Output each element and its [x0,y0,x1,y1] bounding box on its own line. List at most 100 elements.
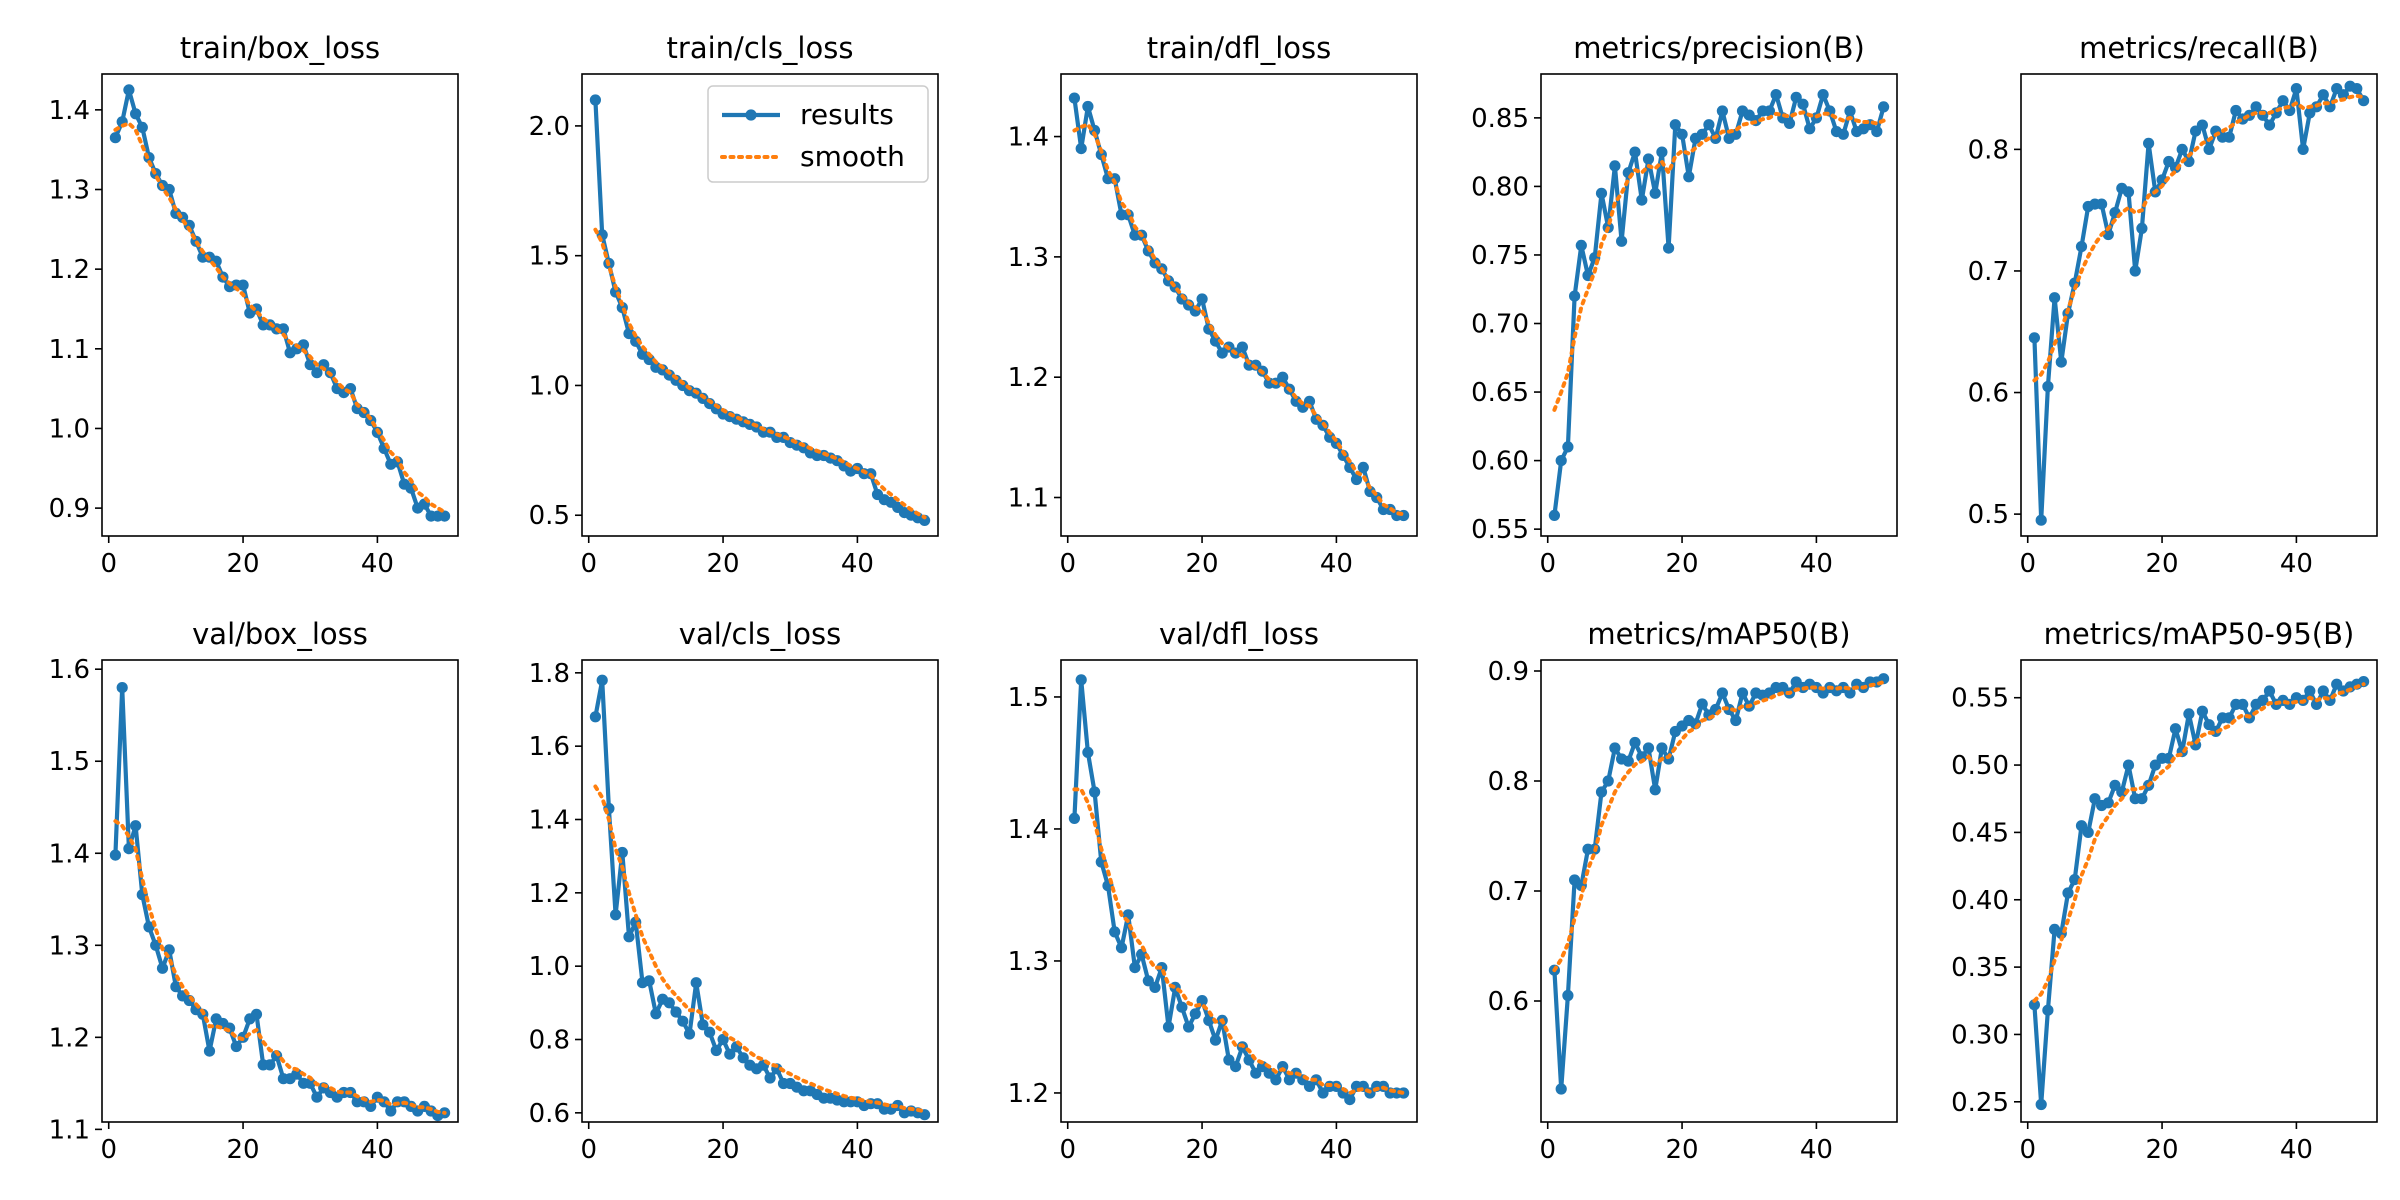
subplot-title: val/box_loss [192,617,368,651]
results-point [623,328,635,340]
results-point [1602,775,1614,787]
x-tick-label: 20 [2146,1135,2179,1165]
y-tick-label: 0.30 [1951,1020,2009,1050]
x-tick-label: 40 [361,549,394,579]
smooth-line [1552,680,1886,973]
results-point [2136,793,2148,805]
results-point [2317,685,2329,697]
smooth-line [113,819,447,1115]
y-tick-label: 0.75 [1471,241,1529,271]
y-tick-label: 1.6 [49,655,90,685]
results-point [1129,962,1141,974]
results-point [1209,1034,1222,1046]
results-point [123,84,135,96]
results-point [237,279,249,291]
results-point [1622,755,1634,767]
results-point [697,1019,709,1031]
y-tick-label: 1.8 [529,659,570,689]
results-point [2196,705,2208,717]
y-tick-label: 0.80 [1471,172,1529,202]
subplot-title: train/cls_loss [667,31,854,65]
results-point [2263,685,2276,697]
y-tick-label: 0.8 [529,1026,570,1056]
x-tick-label: 0 [1059,1135,1076,1165]
results-point [1770,89,1782,101]
results-point [1075,143,1087,155]
subplot-3: train/dfl_loss 0 20 40 1.1 1.2 1.3 1.4 [1008,31,1418,579]
results-point [1871,126,1883,138]
results-point [1350,473,1363,486]
axes-frame [1540,659,1898,1123]
y-tick-label: 1.3 [1008,947,1049,977]
x-tick-label: 0 [2019,549,2036,579]
results-point [1878,101,1890,113]
axes-frame [2020,659,2378,1123]
y-tick-label: 1.3 [49,931,90,961]
subplot-title: metrics/mAP50(B) [1587,617,1850,651]
results-point [1783,117,1796,129]
results-point [589,94,602,106]
subplot-title: val/dfl_loss [1159,617,1319,651]
results-point [2358,676,2370,688]
y-tick-label: 0.7 [1968,257,2009,287]
results-point [1629,146,1641,158]
y-tick-label: 0.45 [1951,818,2009,848]
results-point [1837,128,1849,140]
results-point [1716,687,1728,699]
plot-area [109,682,451,1122]
subplot-title: metrics/mAP50-95(B) [2044,617,2355,651]
y-tick-label: 1.5 [49,747,90,777]
results-point [2277,95,2289,107]
x-tick-label: 0 [1059,549,1076,579]
results-point [1569,290,1581,302]
axes-frame [581,659,939,1123]
results-point [1595,187,1608,199]
x-tick-label: 40 [1320,1135,1353,1165]
x-tick-label: 20 [707,1135,740,1165]
results-point [1203,1014,1215,1026]
results-point [1068,812,1080,825]
results-point [1642,742,1655,754]
results-point [250,1008,263,1020]
results-point [1656,742,1668,754]
results-point [1162,1021,1175,1033]
results-point [2143,137,2155,149]
results-point [2122,186,2135,198]
results-point [311,367,323,379]
x-tick-label: 40 [2280,549,2313,579]
results-point [1730,714,1742,727]
x-tick-label: 40 [1320,549,1353,579]
results-point [304,1077,316,1089]
results-point [2290,83,2302,95]
subplot-5: metrics/recall(B) 0 20 40 0.5 0.6 0.7 0.8 [1968,31,2378,579]
results-point [156,962,169,974]
results-point [2156,174,2168,186]
results-point [704,1026,716,1038]
y-tick-label: 0.55 [1471,515,1529,545]
x-tick-label: 40 [2280,1135,2313,1165]
axes-frame [1060,659,1418,1123]
results-point [1703,119,1715,131]
axes-frame [581,73,939,537]
results-point [610,909,622,921]
y-tick-label: 0.9 [1488,657,1529,687]
results-point [1209,335,1222,347]
y-tick-label: 0.60 [1471,447,1529,477]
x-tick-label: 20 [1666,549,1699,579]
results-point [304,359,316,371]
x-tick-label: 0 [580,549,597,579]
y-tick-label: 0.35 [1951,953,2009,983]
y-tick-label: 0.55 [1951,684,2009,714]
axes-frame [1060,73,1418,537]
results-point [596,674,608,686]
plot-area [1068,92,1410,522]
plot-area [589,94,931,527]
y-tick-label: 2.0 [529,112,570,142]
results-point [2069,874,2081,886]
results-point [1595,786,1608,798]
results-point [2250,101,2262,113]
x-tick-label: 0 [1539,549,1556,579]
y-tick-label: 0.6 [1488,987,1529,1017]
y-tick-label: 0.9 [49,494,90,524]
results-point [677,1015,689,1027]
